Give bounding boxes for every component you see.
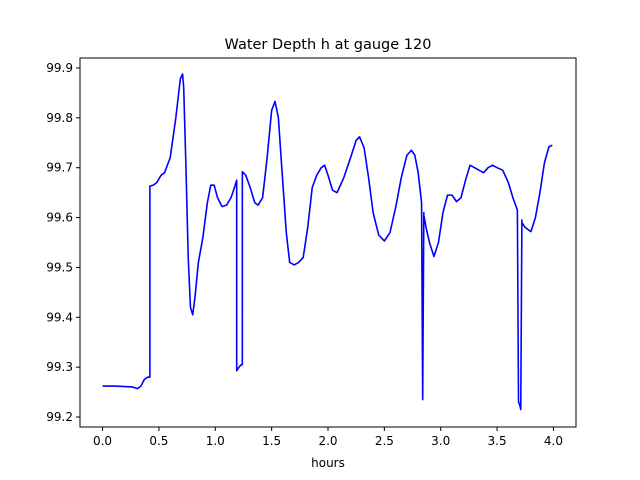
x-tick-label: 2.0	[318, 434, 337, 448]
x-tick-label: 3.0	[431, 434, 450, 448]
x-tick-label: 1.0	[206, 434, 225, 448]
x-axis: 0.0 0.5 1.0 1.5 2.0 2.5 3.0 3.5 4.0	[93, 427, 563, 448]
x-tick-label: 2.5	[375, 434, 394, 448]
y-tick-label: 99.9	[46, 61, 73, 75]
y-tick-label: 99.7	[46, 161, 73, 175]
axes-frame	[79, 57, 577, 428]
x-tick-label: 0.5	[149, 434, 168, 448]
y-tick-label: 99.6	[46, 211, 73, 225]
x-tick-label: 3.5	[488, 434, 507, 448]
x-tick-label: 4.0	[544, 434, 563, 448]
y-axis: 99.2 99.3 99.4 99.5 99.6 99.7 99.8 99.9	[46, 61, 80, 424]
series-line	[102, 73, 553, 411]
y-tick-label: 99.8	[46, 111, 73, 125]
x-tick-label: 0.0	[93, 434, 112, 448]
y-tick-label: 99.5	[46, 260, 73, 274]
chart-title: Water Depth h at gauge 120	[225, 37, 432, 53]
y-tick-label: 99.4	[46, 310, 73, 324]
y-tick-label: 99.2	[46, 410, 73, 424]
x-axis-label: hours	[311, 456, 345, 470]
plot-area	[102, 73, 553, 411]
x-tick-label: 1.5	[262, 434, 281, 448]
y-tick-label: 99.3	[46, 360, 73, 374]
